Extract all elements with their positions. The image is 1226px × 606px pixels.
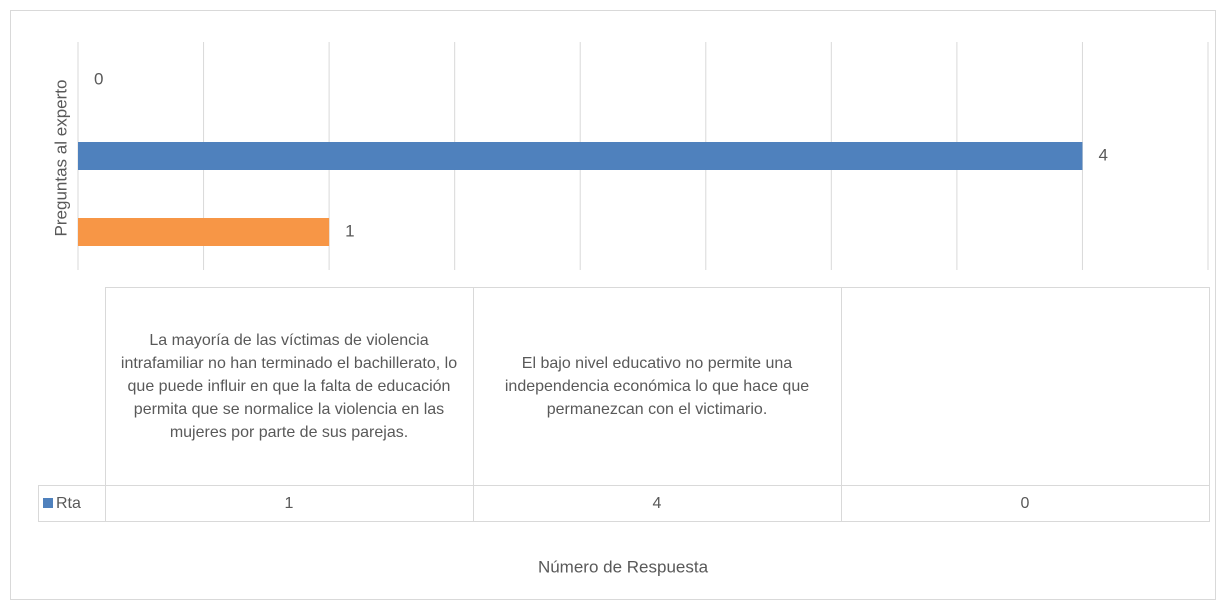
data-label: 0 [94,69,103,88]
y-axis-label: Preguntas al experto [51,80,70,237]
category-row: La mayoría de las víctimas de violencia … [38,287,1210,486]
bar [78,218,330,246]
data-label: 1 [345,221,354,240]
table-corner [38,287,106,486]
legend-cell: Rta [38,485,106,522]
category-label [840,287,1210,486]
data-table: La mayoría de las víctimas de violencia … [38,287,1210,522]
bar [78,142,1083,170]
category-label: El bajo nivel educativo no permite una i… [472,287,842,486]
x-axis-label: Número de Respuesta [538,557,709,576]
category-label: La mayoría de las víctimas de violencia … [104,287,474,486]
chart-border [10,10,1216,600]
data-label: 4 [1098,145,1107,164]
legend-label: Rta [56,495,81,512]
table-value: 4 [472,485,842,522]
table-value: 0 [840,485,1210,522]
table-value: 1 [104,485,474,522]
value-row: Rta 1 4 0 [38,485,1210,522]
legend-key [43,498,53,508]
